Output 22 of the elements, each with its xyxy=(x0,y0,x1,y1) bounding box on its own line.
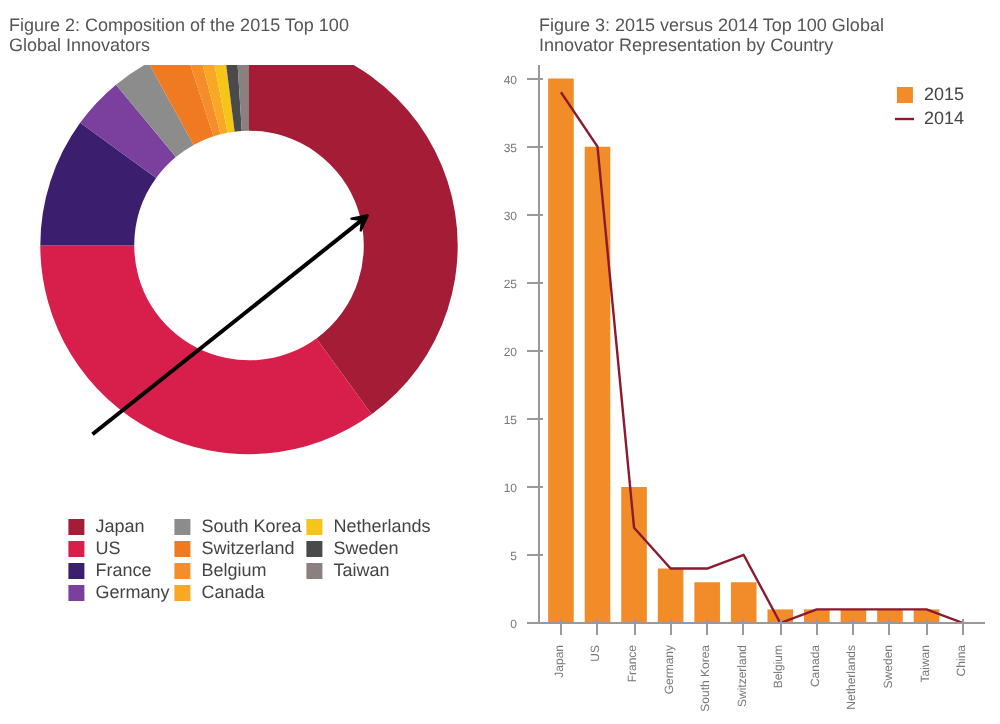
bar xyxy=(657,568,684,623)
legend-label: South Korea xyxy=(201,516,302,536)
legend-label: US xyxy=(95,538,123,558)
legend-label: 2015 xyxy=(923,84,964,104)
bar xyxy=(694,582,720,623)
chart-title: Figure 3: 2015 versus 2014 Top 100 Global Innovator Representation by Country xyxy=(539,15,884,55)
chart-title: Figure 2: Composition of the 2015 Top 100 Global Innovators xyxy=(9,15,349,55)
bar xyxy=(548,78,574,623)
legend-label: France xyxy=(95,560,152,580)
legend-label: 2014 xyxy=(923,108,964,128)
legend-label: Belgium xyxy=(201,560,267,580)
bar xyxy=(730,582,757,623)
legend-label: Switzerland xyxy=(201,538,295,558)
legend-label: Taiwan xyxy=(333,560,390,580)
line-series xyxy=(559,91,965,623)
legend-label: Sweden xyxy=(333,538,399,558)
bar xyxy=(584,146,611,623)
legend-label: Netherlands xyxy=(333,516,431,536)
legend-label: Canada xyxy=(201,582,265,602)
legend-label: Japan xyxy=(95,516,145,536)
bar xyxy=(621,486,647,623)
legend-label: Germany xyxy=(95,582,170,602)
